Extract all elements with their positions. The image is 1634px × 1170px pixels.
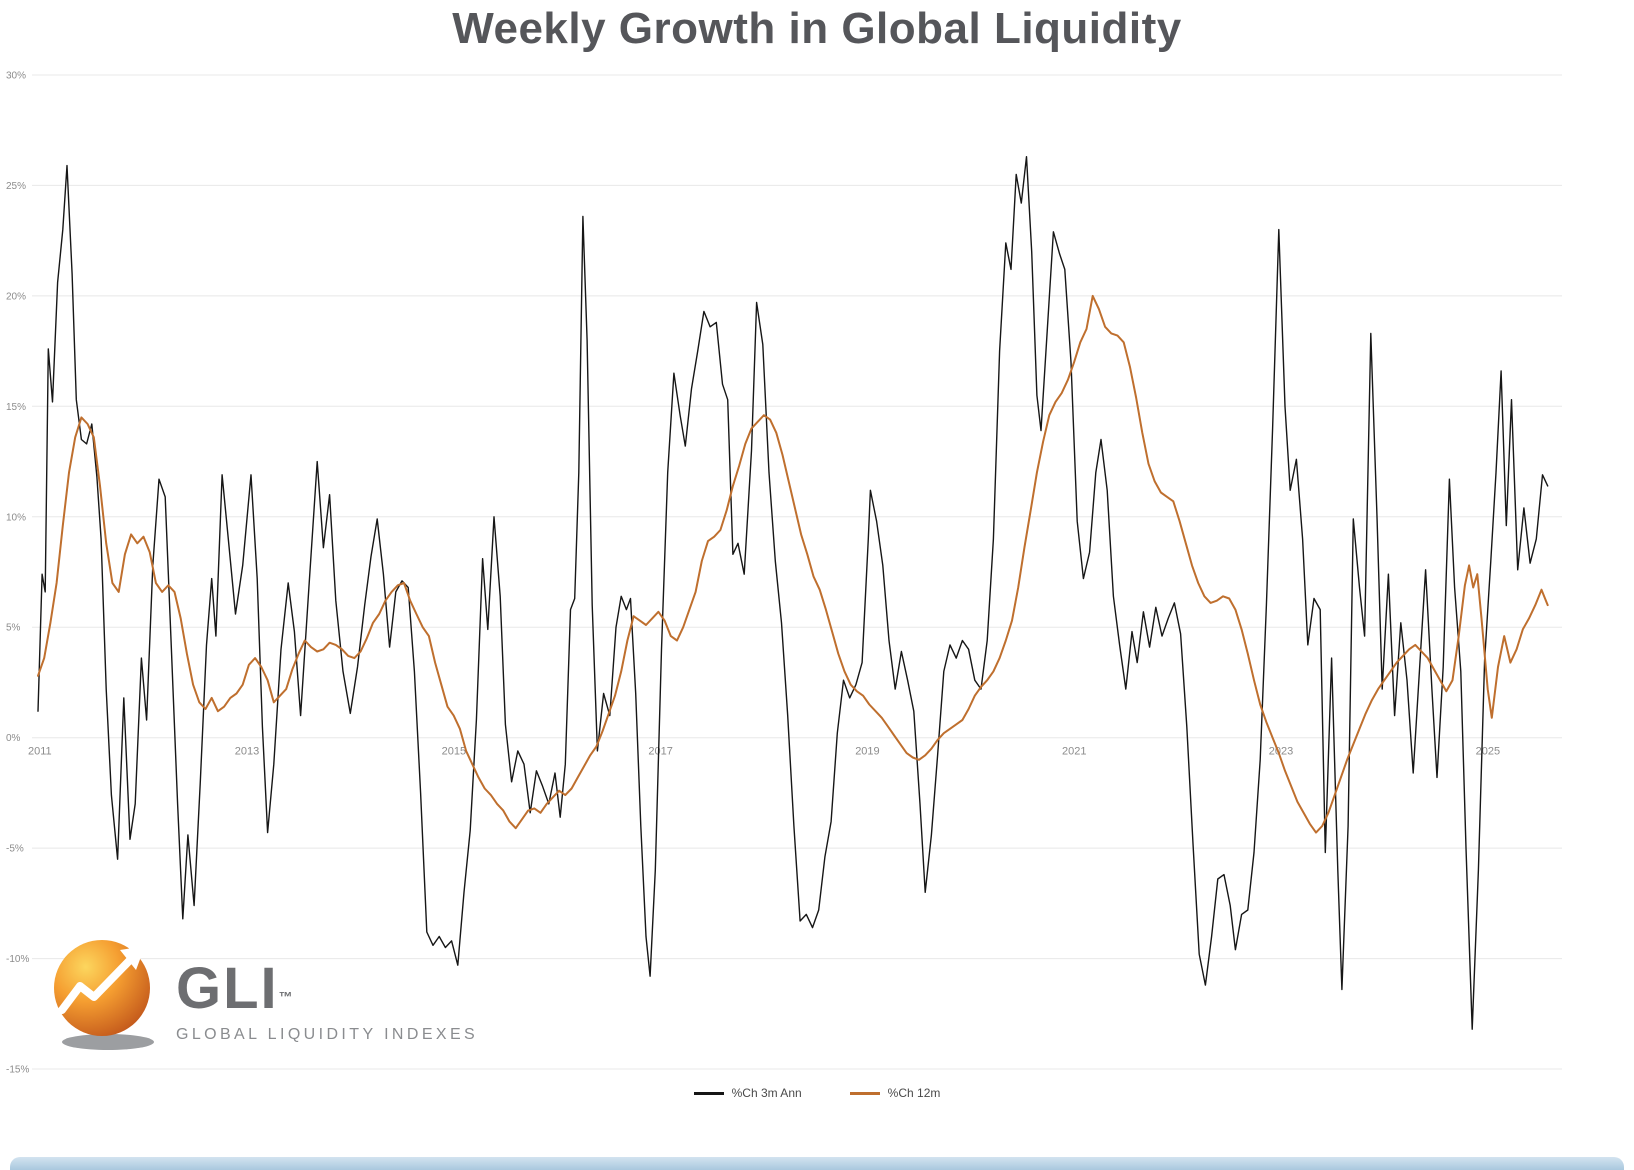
y-tick-label: 15% [6, 402, 26, 413]
legend-swatch-12m [849, 1091, 880, 1095]
y-tick-label: 20% [6, 291, 26, 302]
logo-text: GLI™ GLOBAL LIQUIDITY INDEXES [176, 960, 478, 1044]
x-tick-label: 2021 [1062, 746, 1086, 758]
legend-item-3m-ann: %Ch 3m Ann [693, 1086, 802, 1100]
y-tick-label: 10% [6, 512, 26, 523]
series-line-1 [37, 294, 1549, 834]
x-tick-label: 2023 [1269, 746, 1293, 758]
page-title: Weekly Growth in Global Liquidity [452, 4, 1182, 53]
x-tick-label: 2011 [28, 746, 52, 758]
y-tick-label: 5% [6, 623, 21, 634]
trend-arrow-line [58, 956, 134, 1014]
y-tick-label: 0% [6, 733, 21, 744]
trademark-symbol: ™ [278, 988, 293, 1005]
y-tick-label: 30% [6, 71, 26, 82]
y-tick-label: 25% [6, 181, 26, 192]
legend-swatch-3m-ann [693, 1091, 724, 1095]
x-tick-label: 2015 [442, 746, 466, 758]
series-line-0 [37, 155, 1549, 1030]
gli-globe-icon [54, 940, 154, 1050]
y-tick-label: -15% [6, 1065, 29, 1076]
gli-logo: GLI™ GLOBAL LIQUIDITY INDEXES [50, 934, 478, 1056]
x-tick-label: 2019 [855, 746, 879, 758]
trend-arrow-head [120, 946, 145, 970]
legend-label-3m-ann: %Ch 3m Ann [731, 1086, 802, 1100]
logo-acronym: GLI [176, 956, 279, 1021]
x-tick-label: 2025 [1476, 746, 1500, 758]
bottom-accent-bar [10, 1157, 1624, 1170]
x-tick-label: 2017 [648, 746, 672, 758]
legend-item-12m: %Ch 12m [849, 1086, 941, 1100]
y-tick-label: -10% [6, 954, 29, 965]
logo-subtitle: GLOBAL LIQUIDITY INDEXES [176, 1026, 479, 1043]
chart-legend: %Ch 3m Ann %Ch 12m [0, 1086, 1634, 1100]
y-tick-label: -5% [6, 844, 24, 855]
x-tick-label: 2013 [235, 746, 259, 758]
legend-label-12m: %Ch 12m [887, 1086, 941, 1100]
logo-shadow [62, 1034, 154, 1050]
